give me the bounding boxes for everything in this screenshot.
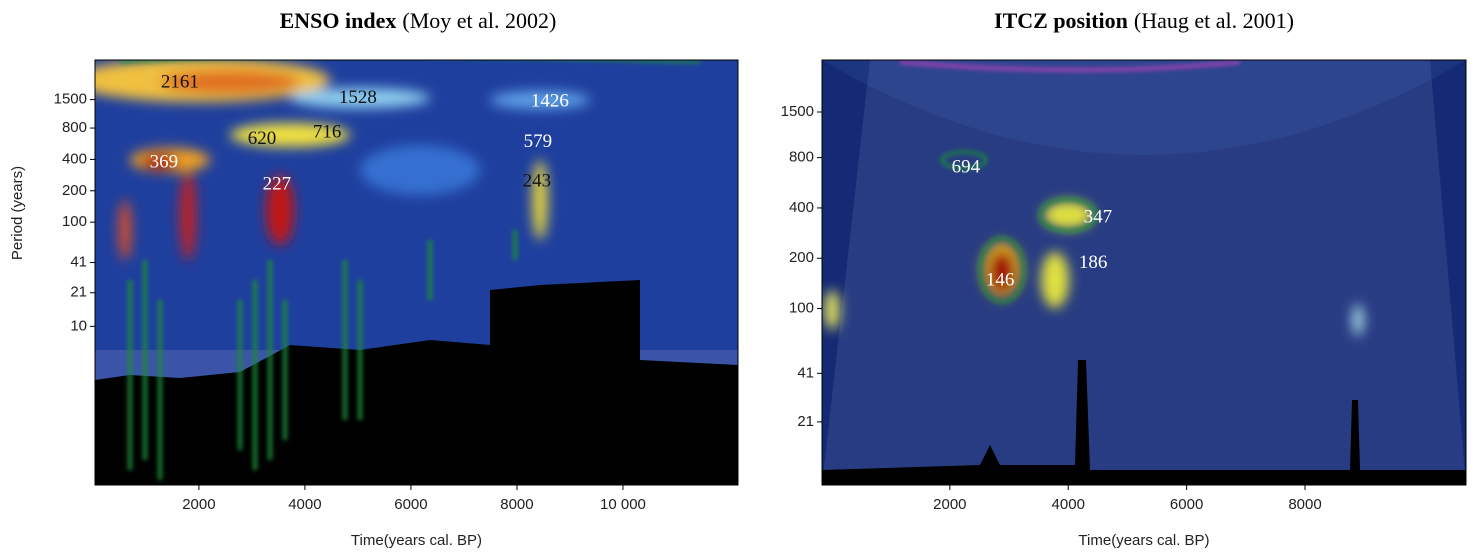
y-tick-label: 200 xyxy=(789,249,814,266)
heatmap-right xyxy=(822,60,1466,485)
peak-label: 369 xyxy=(150,151,179,172)
y-tick-label: 10 xyxy=(70,317,87,334)
peak-label: 186 xyxy=(1079,252,1108,273)
x-axis-label: Time(years cal. BP) xyxy=(1078,532,1209,549)
title-main: ENSO index xyxy=(280,8,397,33)
heatmap-left xyxy=(95,60,738,485)
y-tick-label: 21 xyxy=(797,413,814,430)
peak-label: 1426 xyxy=(531,90,569,111)
peak-label: 694 xyxy=(952,156,981,177)
title-main: ITCZ position xyxy=(994,8,1128,33)
peak-label: 243 xyxy=(523,170,552,191)
title-source: (Moy et al. 2002) xyxy=(402,8,556,33)
x-tick-label: 6000 xyxy=(1170,496,1203,513)
x-tick-label: 4000 xyxy=(1052,496,1085,513)
peak-label: 227 xyxy=(263,173,292,194)
y-tick-label: 400 xyxy=(62,150,87,167)
y-tick-label: 41 xyxy=(797,364,814,381)
x-tick-label: 8000 xyxy=(500,496,533,513)
y-tick-label: 1500 xyxy=(781,103,814,120)
y-tick-label: 200 xyxy=(62,182,87,199)
peak-label: 2161 xyxy=(161,71,199,92)
plot-frame xyxy=(94,59,739,486)
chart-layer: ENSO index (Moy et al. 2002) 2000 4000 6000 8… xyxy=(9,8,1467,549)
y-tick-label: 400 xyxy=(789,199,814,216)
peak-label: 620 xyxy=(248,128,277,149)
title-source: (Haug et al. 2001) xyxy=(1134,8,1294,33)
x-tick-label: 2000 xyxy=(182,496,215,513)
y-axis-label: Period (years) xyxy=(9,166,26,260)
x-axis-label: Time(years cal. BP) xyxy=(351,532,482,549)
peak-label: 716 xyxy=(313,121,342,142)
x-tick-label: 8000 xyxy=(1288,496,1321,513)
chart-title: ENSO index (Moy et al. 2002) xyxy=(280,8,557,33)
x-tick-label: 6000 xyxy=(394,496,427,513)
y-tick-label: 800 xyxy=(62,119,87,136)
y-tick-label: 41 xyxy=(70,253,87,270)
y-tick-label: 100 xyxy=(789,300,814,317)
peak-label: 1528 xyxy=(339,87,377,108)
plot-frame xyxy=(821,59,1467,486)
x-tick-label: 10 000 xyxy=(600,496,646,513)
peak-label: 347 xyxy=(1084,207,1113,228)
y-tick-label: 21 xyxy=(70,284,87,301)
peak-label: 579 xyxy=(524,131,553,152)
x-tick-label: 2000 xyxy=(933,496,966,513)
peak-label: 146 xyxy=(986,269,1015,290)
y-tick-label: 1500 xyxy=(54,91,87,108)
chart-title: ITCZ position (Haug et al. 2001) xyxy=(994,8,1294,33)
x-tick-label: 4000 xyxy=(288,496,321,513)
y-tick-label: 100 xyxy=(62,213,87,230)
y-tick-label: 800 xyxy=(789,149,814,166)
